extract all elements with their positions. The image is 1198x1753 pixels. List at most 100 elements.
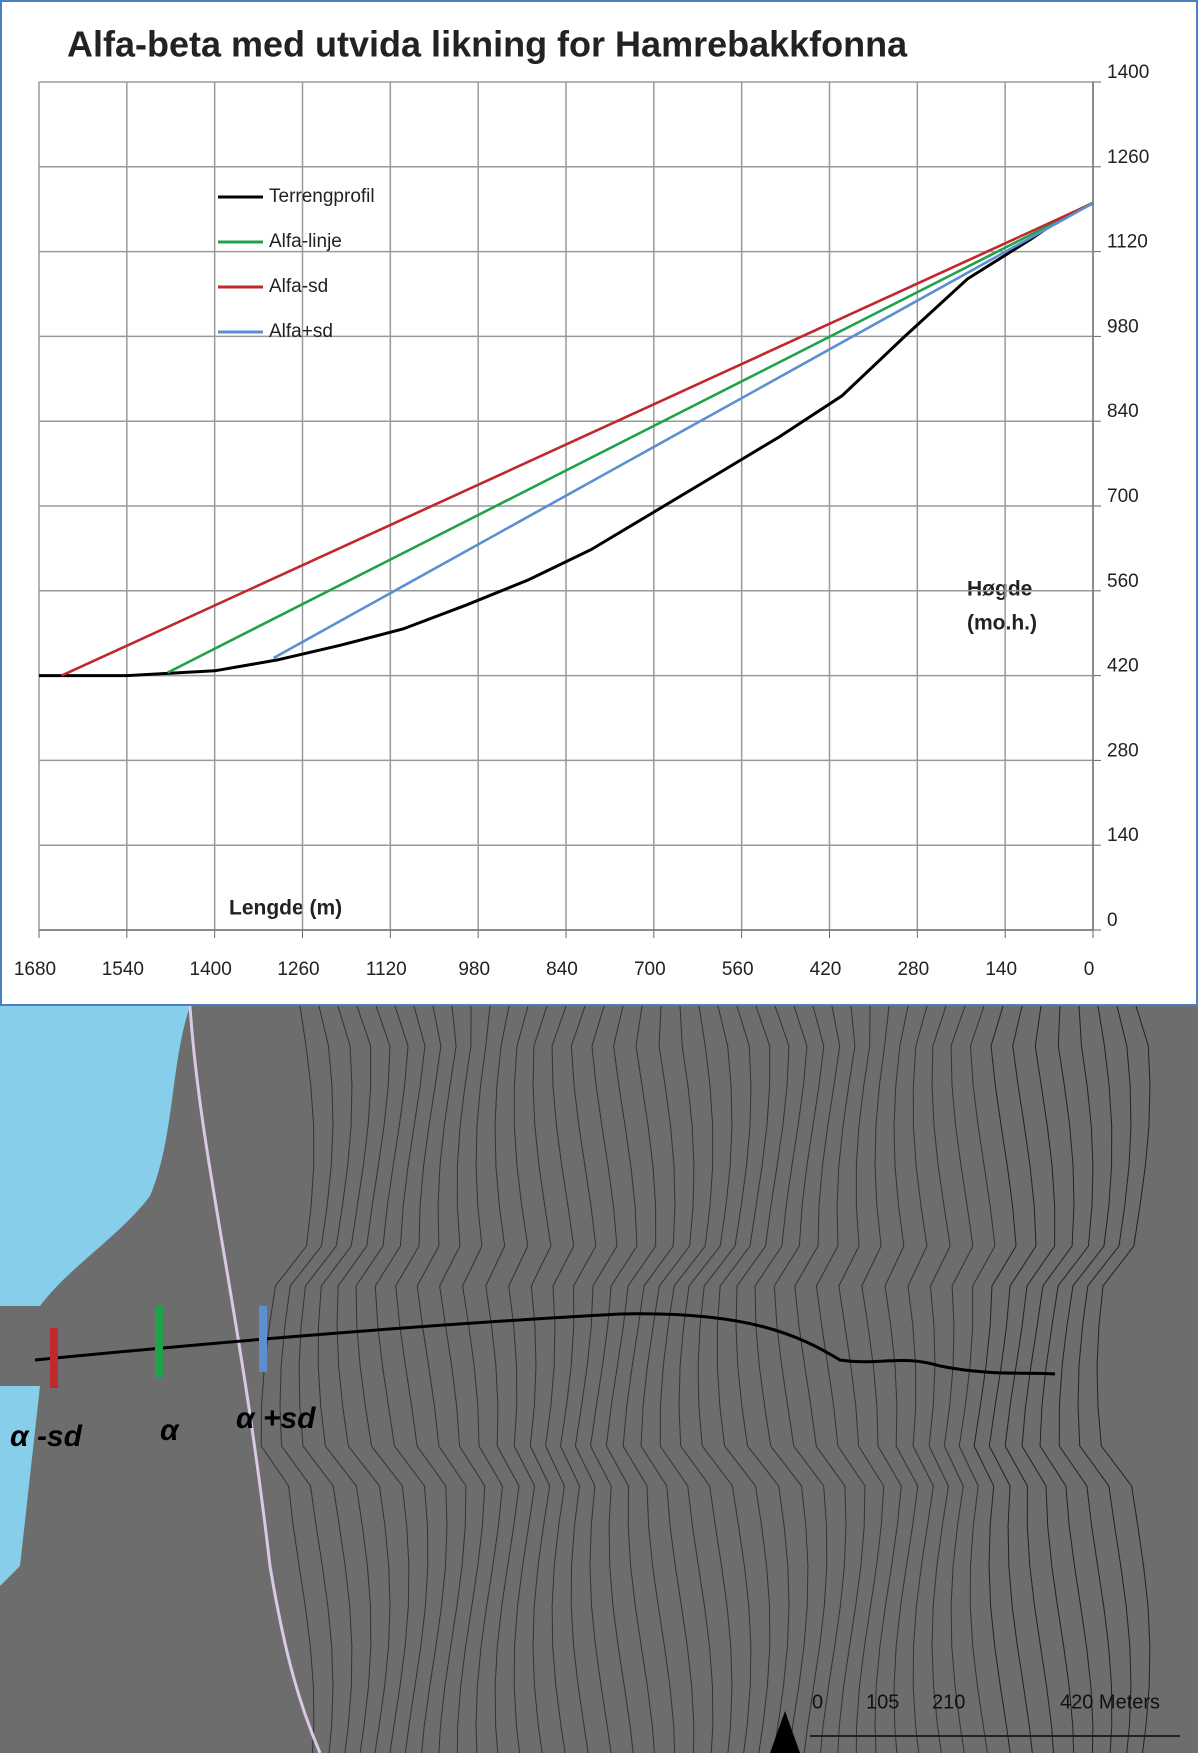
map-image: α -sd α α +sd 0 105 210 420 Meters bbox=[0, 1006, 1198, 1753]
chart: Alfa-beta med utvida likning for Hamreba… bbox=[0, 0, 1198, 1006]
road bbox=[188, 1006, 322, 1753]
contour bbox=[574, 1006, 618, 1753]
scale-label: 105 bbox=[866, 1691, 899, 1713]
y-tick-label: 0 bbox=[1107, 910, 1118, 931]
contour bbox=[1004, 1006, 1056, 1753]
series-line bbox=[39, 201, 1094, 678]
x-tick-label: 980 bbox=[458, 959, 490, 980]
contour bbox=[605, 1006, 657, 1753]
contour bbox=[260, 1006, 315, 1753]
contour bbox=[640, 1006, 695, 1753]
lake bbox=[0, 1386, 40, 1586]
contour bbox=[1096, 1006, 1151, 1753]
contour bbox=[815, 1006, 866, 1753]
x-tick-label: 0 bbox=[1084, 959, 1095, 980]
x-tick-label: 1260 bbox=[277, 959, 319, 980]
contour bbox=[336, 1006, 391, 1753]
contour bbox=[973, 1006, 1017, 1753]
contour bbox=[1058, 1006, 1113, 1753]
scale-label: 210 bbox=[932, 1691, 965, 1713]
x-tick-label: 1400 bbox=[190, 959, 232, 980]
x-tick-label: 420 bbox=[810, 959, 842, 980]
contour bbox=[395, 1006, 448, 1753]
legend-label: Alfa+sd bbox=[269, 321, 333, 342]
contour bbox=[559, 1006, 597, 1753]
contour bbox=[485, 1006, 520, 1753]
contour bbox=[462, 1006, 503, 1753]
y-tick-label: 1120 bbox=[1107, 232, 1148, 253]
contour bbox=[907, 1006, 934, 1753]
contour bbox=[659, 1006, 714, 1753]
contour bbox=[697, 1006, 752, 1753]
lake bbox=[0, 1006, 190, 1306]
contour bbox=[622, 1006, 676, 1753]
contour bbox=[508, 1006, 536, 1753]
north-arrow bbox=[770, 1711, 800, 1753]
y-tick-label: 980 bbox=[1107, 316, 1139, 337]
marker-alfa-sd bbox=[50, 1328, 58, 1388]
contour bbox=[355, 1006, 410, 1753]
y-tick-label: 840 bbox=[1107, 401, 1139, 422]
contour bbox=[439, 1006, 486, 1753]
map-background bbox=[0, 1006, 1198, 1753]
contour bbox=[1077, 1006, 1132, 1753]
marker-alfa bbox=[155, 1306, 163, 1378]
contour bbox=[529, 1006, 552, 1753]
x-tick-label: 1540 bbox=[102, 959, 144, 980]
contour bbox=[279, 1006, 334, 1753]
series-line bbox=[272, 201, 1094, 660]
marker-label: α +sd bbox=[236, 1402, 316, 1435]
x-tick-label: 140 bbox=[985, 959, 1017, 980]
contour bbox=[958, 1006, 996, 1753]
contour bbox=[317, 1006, 372, 1753]
contour bbox=[861, 1006, 902, 1753]
y-tick-label: 1260 bbox=[1107, 147, 1149, 168]
contour bbox=[884, 1006, 919, 1753]
contour bbox=[374, 1006, 429, 1753]
contour bbox=[773, 1006, 828, 1753]
contour bbox=[735, 1006, 790, 1753]
series-line bbox=[167, 201, 1094, 674]
x-tick-label: 280 bbox=[897, 959, 929, 980]
y-axis-label: (mo.h.) bbox=[967, 612, 1037, 635]
x-tick-label: 1680 bbox=[14, 959, 56, 980]
contour bbox=[794, 1006, 847, 1753]
y-tick-label: 420 bbox=[1107, 656, 1139, 677]
series-line bbox=[61, 201, 1094, 677]
legend-label: Alfa-sd bbox=[269, 276, 328, 297]
y-tick-label: 560 bbox=[1107, 571, 1139, 592]
contour bbox=[988, 1006, 1037, 1753]
contour bbox=[416, 1006, 467, 1753]
contour bbox=[678, 1006, 733, 1753]
scale-label: 420 Meters bbox=[1060, 1691, 1160, 1713]
contour bbox=[928, 1006, 951, 1753]
x-tick-label: 840 bbox=[546, 959, 578, 980]
x-tick-label: 700 bbox=[634, 959, 666, 980]
contour bbox=[838, 1006, 885, 1753]
contour bbox=[754, 1006, 809, 1753]
contour bbox=[716, 1006, 771, 1753]
contours bbox=[260, 1006, 1151, 1753]
y-axis-label: Høgde bbox=[967, 578, 1032, 601]
profile-line bbox=[34, 1312, 1056, 1376]
contour bbox=[589, 1006, 638, 1753]
contour bbox=[1021, 1006, 1075, 1753]
contour bbox=[943, 1006, 974, 1753]
y-tick-label: 280 bbox=[1107, 740, 1139, 761]
x-tick-label: 1120 bbox=[366, 959, 407, 980]
marker-alfa-plus-sd bbox=[259, 1306, 267, 1372]
scale-label: 0 bbox=[812, 1691, 823, 1713]
chart-title: Alfa-beta med utvida likning for Hamreba… bbox=[67, 24, 908, 65]
contour bbox=[1039, 1006, 1094, 1753]
x-axis-label: Lengde (m) bbox=[229, 897, 342, 920]
frame bbox=[0, 0, 1198, 1006]
legend-label: Terrengprofil bbox=[269, 186, 375, 207]
y-tick-label: 700 bbox=[1107, 486, 1139, 507]
contour bbox=[545, 1006, 575, 1753]
contour bbox=[298, 1006, 353, 1753]
marker-label: α -sd bbox=[10, 1420, 83, 1453]
y-tick-label: 140 bbox=[1107, 825, 1139, 846]
legend-label: Alfa-linje bbox=[269, 231, 342, 252]
marker-label: α bbox=[160, 1414, 180, 1447]
